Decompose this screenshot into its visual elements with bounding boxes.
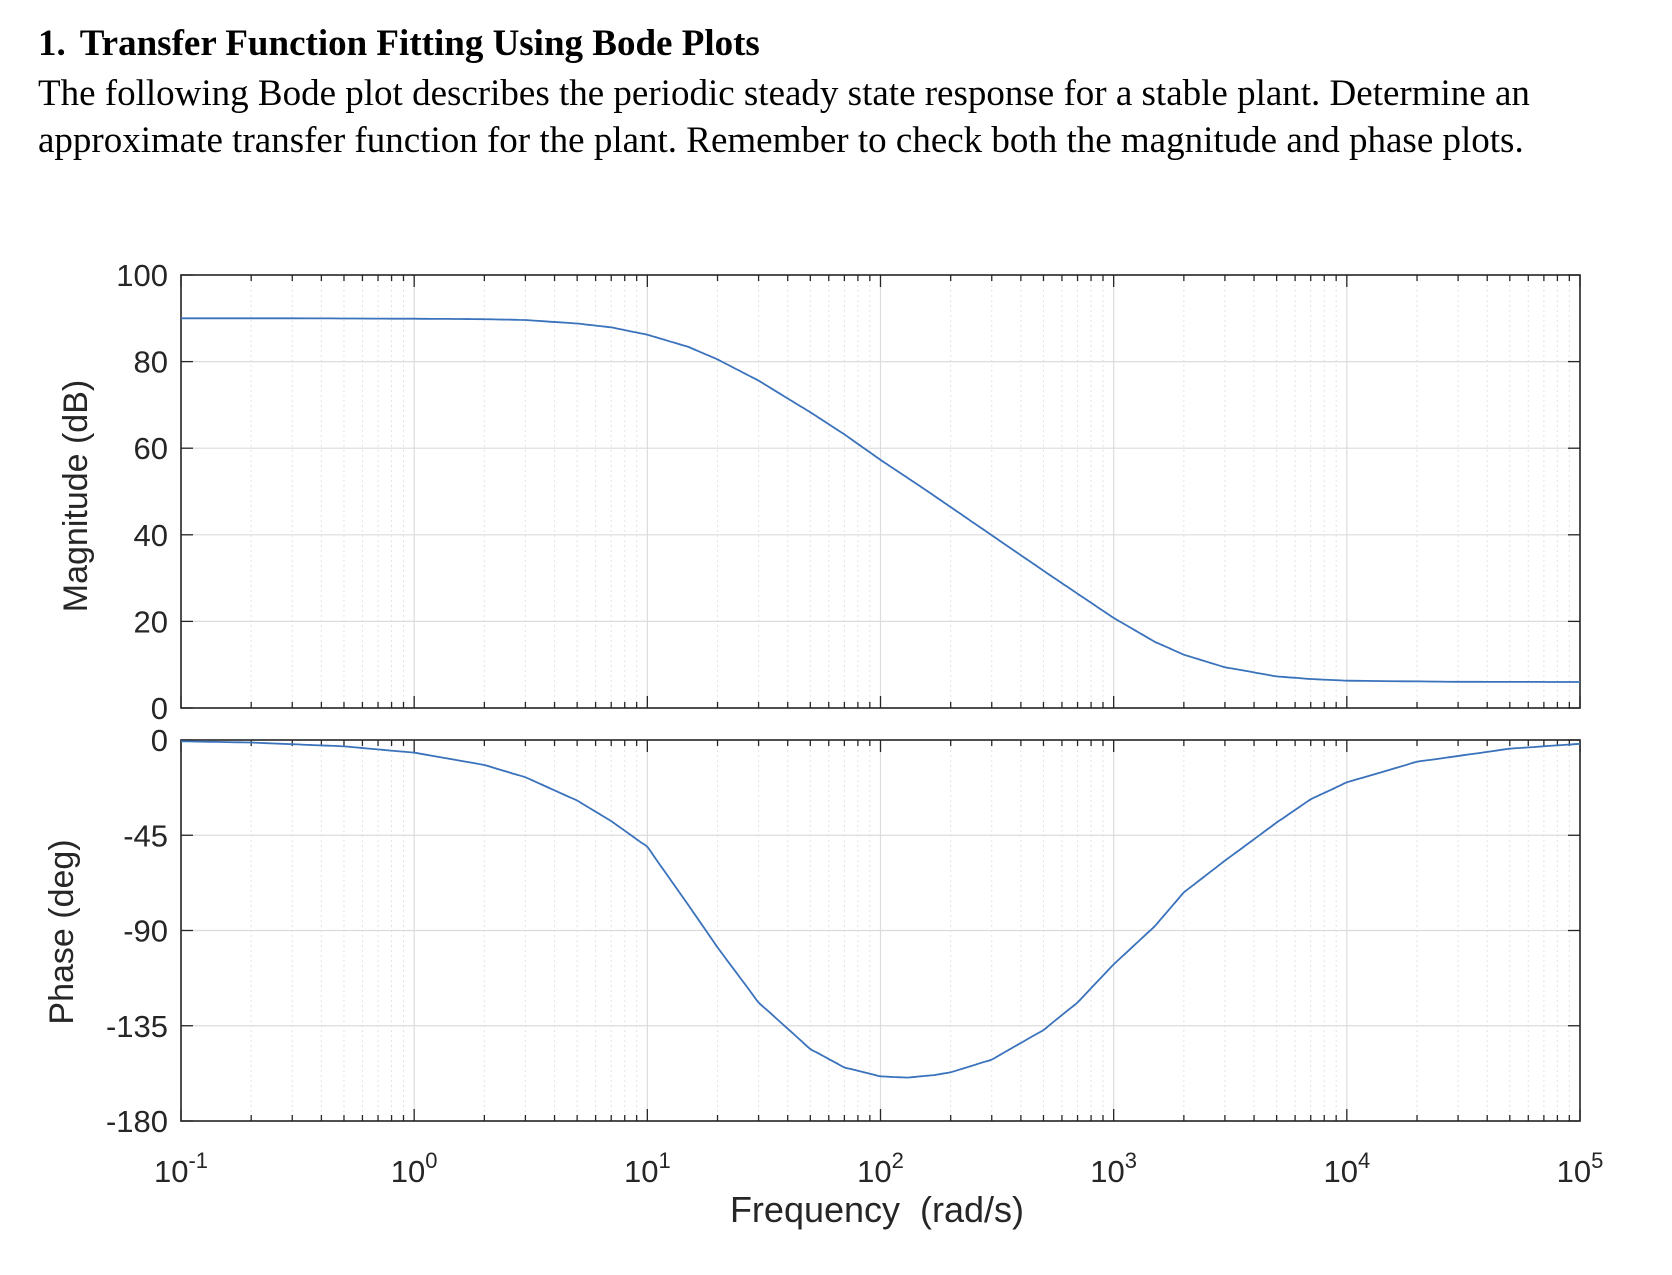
y-tick-label: -135 xyxy=(106,1009,168,1044)
x-tick-label: 10-1 xyxy=(154,1148,208,1189)
x-tick-label: 103 xyxy=(1090,1148,1137,1189)
x-tick-label: 105 xyxy=(1557,1148,1604,1189)
phase-panel: -180 -135 -90 -45 0 xyxy=(106,723,1581,1139)
y-tick-label: 0 xyxy=(151,723,168,758)
x-tick-label: 104 xyxy=(1323,1148,1370,1189)
problem-number: 1. xyxy=(38,23,66,64)
x-tick-label: 102 xyxy=(857,1148,904,1189)
phase-axis-label: Phase (deg) xyxy=(43,839,81,1024)
y-tick-label: -180 xyxy=(106,1104,168,1139)
phase-curve xyxy=(180,740,1581,1079)
y-tick-label: -45 xyxy=(123,818,168,853)
y-tick-label: 60 xyxy=(134,431,168,466)
x-tick-labels: 10-1 100 101 102 103 104 105 xyxy=(154,1148,1603,1189)
x-tick-label: 101 xyxy=(624,1148,671,1189)
problem-title: Transfer Function Fitting Using Bode Plo… xyxy=(79,23,760,64)
y-tick-label: 20 xyxy=(134,604,168,639)
magnitude-curve xyxy=(181,317,1580,683)
y-tick-label: 40 xyxy=(134,518,168,553)
y-tick-label: 0 xyxy=(151,691,168,726)
y-tick-label: 100 xyxy=(116,258,168,293)
magnitude-axis-label: Magnitude (dB) xyxy=(57,380,95,612)
y-tick-label: -90 xyxy=(123,914,168,949)
frequency-axis-label: Frequency (rad/s) xyxy=(730,1189,1024,1230)
problem-text: The following Bode plot describes the pe… xyxy=(38,73,1530,161)
x-tick-label: 100 xyxy=(391,1148,438,1189)
problem-statement: 1. Transfer Function Fitting Using Bode P… xyxy=(38,22,1638,164)
y-tick-label: 80 xyxy=(134,345,168,380)
problem-heading: 1. Transfer Function Fitting Using Bode P… xyxy=(38,22,1638,66)
magnitude-panel: 0 20 40 60 80 100 xyxy=(116,258,1581,726)
